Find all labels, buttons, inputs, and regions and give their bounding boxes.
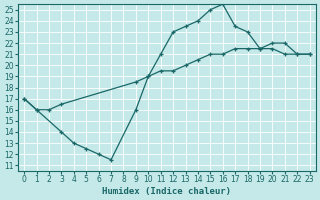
- X-axis label: Humidex (Indice chaleur): Humidex (Indice chaleur): [102, 187, 231, 196]
